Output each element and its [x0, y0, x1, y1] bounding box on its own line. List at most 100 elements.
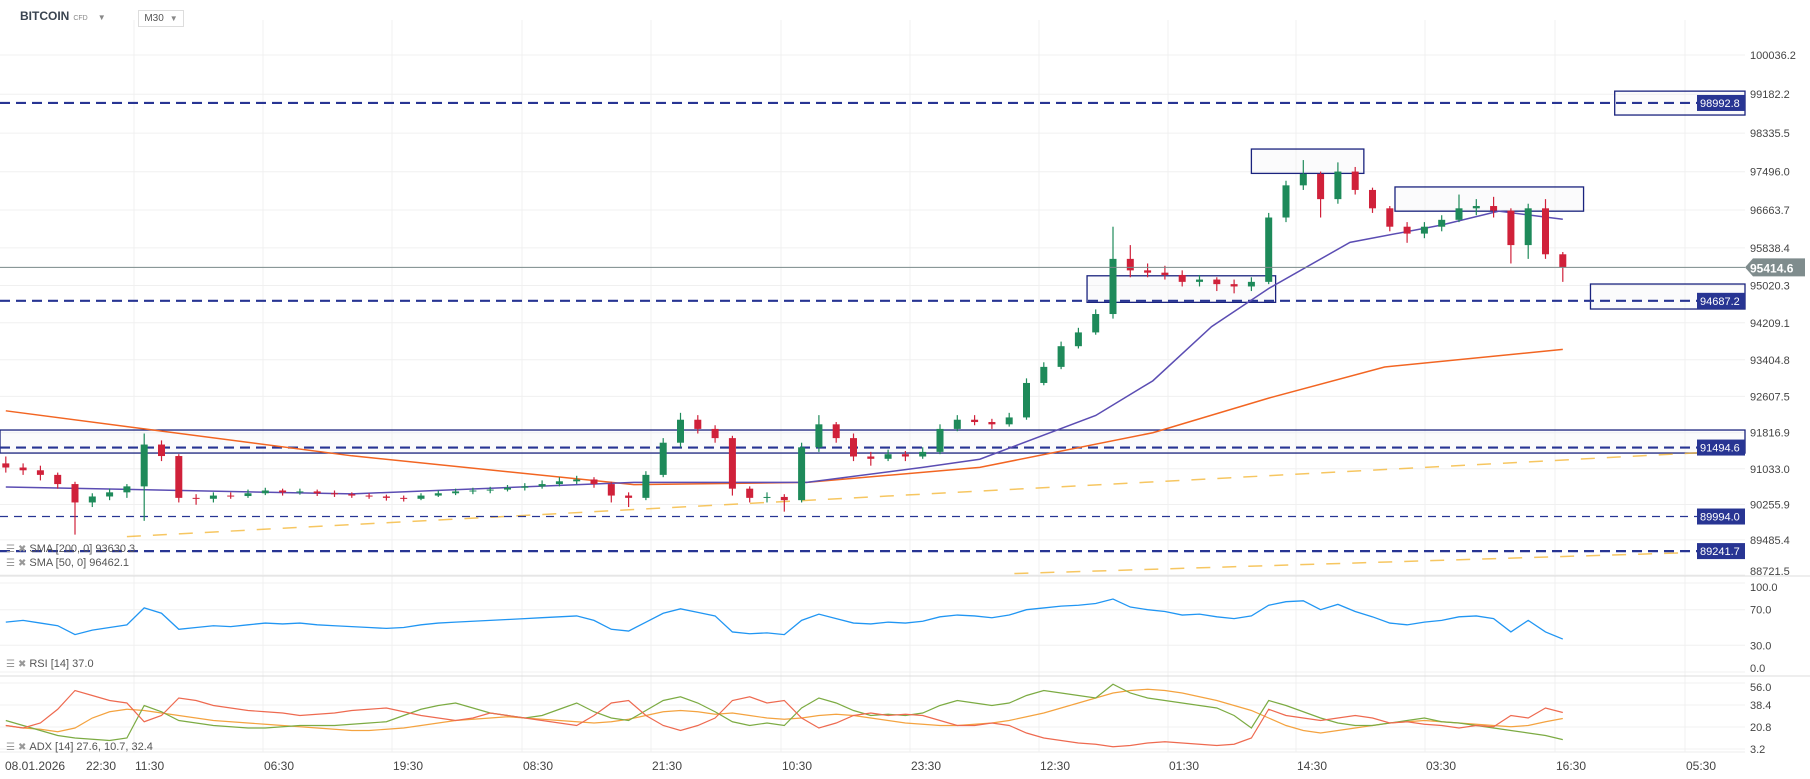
- candle: [728, 435, 736, 496]
- candle-body: [244, 493, 252, 497]
- candle-body: [1369, 189, 1376, 209]
- settings-icon[interactable]: ☰: [6, 557, 15, 569]
- candle-body: [209, 495, 217, 499]
- price-axis-label: 95020.3: [1750, 281, 1790, 293]
- candle: [1178, 270, 1186, 287]
- candle: [1057, 341, 1065, 370]
- rsi-axis-label: 30.0: [1750, 640, 1771, 652]
- candle: [642, 471, 650, 501]
- candle: [1074, 327, 1082, 349]
- candle-body: [711, 428, 719, 439]
- candle-body: [728, 438, 736, 489]
- close-icon[interactable]: ✖: [17, 543, 27, 555]
- settings-icon[interactable]: ☰: [6, 658, 15, 670]
- minus-di-line: [5, 689, 1563, 748]
- candle: [1109, 226, 1117, 319]
- time-axis-label: 11:30: [135, 759, 164, 773]
- candle: [746, 486, 754, 503]
- candle: [573, 475, 581, 485]
- settings-icon[interactable]: ☰: [6, 543, 15, 555]
- symbol-name: BITCOIN: [20, 9, 70, 23]
- timeframe-select[interactable]: M30 ▼: [138, 10, 184, 27]
- candle-body: [313, 491, 321, 494]
- candle-body: [867, 456, 875, 459]
- candle-body: [555, 481, 563, 485]
- candle-body: [1161, 272, 1169, 275]
- candle: [1265, 212, 1273, 285]
- settings-icon[interactable]: ☰: [6, 741, 15, 753]
- candle: [815, 415, 823, 452]
- candle: [36, 465, 44, 481]
- candle-body: [1351, 171, 1359, 190]
- price-level-label: 98992.8: [1700, 98, 1740, 110]
- candle: [521, 483, 529, 491]
- price-axis-label: 94209.1: [1750, 318, 1790, 330]
- price-axis-label: 98335.5: [1750, 128, 1790, 140]
- rsi-axis-label: 100.0: [1750, 582, 1778, 594]
- candle-body: [261, 490, 269, 494]
- candle-body: [919, 451, 927, 457]
- time-axis-label: 05:30: [1686, 759, 1716, 773]
- candle-body: [971, 419, 979, 423]
- candle: [106, 488, 114, 501]
- legend-rsi: ☰ ✖ RSI [14] 37.0: [6, 658, 94, 670]
- close-icon[interactable]: ✖: [17, 658, 27, 670]
- candle-body: [452, 491, 460, 494]
- candle: [936, 424, 944, 455]
- candle-body: [1109, 258, 1117, 315]
- candle: [901, 450, 909, 462]
- symbol-selector[interactable]: BITCOIN CFD ▼: [20, 9, 106, 23]
- candle-body: [1196, 279, 1203, 282]
- price-level-tag: [1697, 94, 1745, 111]
- candle: [244, 489, 252, 498]
- price-axis-label: 99182.2: [1750, 89, 1790, 101]
- candle: [1144, 263, 1152, 278]
- candle: [1040, 362, 1048, 386]
- candle-body: [71, 484, 79, 503]
- current-price-label: 95414.6: [1750, 261, 1794, 275]
- candle-body: [192, 497, 200, 499]
- candle-body: [331, 493, 338, 495]
- zone-rectangle: [0, 429, 1746, 454]
- candle-body: [625, 495, 633, 498]
- price-level-label: 89241.7: [1700, 546, 1740, 558]
- candle: [555, 477, 563, 487]
- candle: [158, 440, 165, 462]
- candle: [296, 488, 304, 495]
- candle-body: [1334, 171, 1342, 200]
- candle: [1386, 206, 1394, 232]
- candle: [348, 492, 356, 498]
- candle-body: [2, 463, 10, 468]
- time-axis-label: 08.01.2026: [5, 759, 65, 773]
- candle: [953, 415, 961, 432]
- candle: [1299, 160, 1307, 190]
- candle: [504, 484, 511, 492]
- candle-body: [88, 496, 96, 503]
- adx-axis-label: 20.8: [1750, 722, 1771, 734]
- candle-body: [659, 442, 667, 475]
- chevron-down-icon: ▼: [169, 14, 178, 23]
- close-icon[interactable]: ✖: [17, 741, 27, 753]
- time-axis-label: 01:30: [1169, 759, 1199, 773]
- candle-body: [106, 492, 114, 497]
- candle: [331, 490, 338, 497]
- candle-body: [1230, 284, 1238, 287]
- timeframe-value: M30: [144, 13, 164, 24]
- candle-body: [1299, 173, 1307, 186]
- candle: [780, 494, 788, 512]
- price-axis-label: 91033.0: [1750, 464, 1790, 476]
- candle-body: [1490, 206, 1498, 211]
- candle: [607, 481, 615, 503]
- candle: [971, 415, 979, 426]
- candle-body: [1524, 208, 1532, 246]
- candle: [382, 494, 390, 501]
- candle: [1005, 412, 1013, 427]
- candle: [19, 463, 27, 475]
- candle: [625, 492, 633, 508]
- candle-body: [140, 444, 148, 487]
- close-icon[interactable]: ✖: [17, 557, 27, 569]
- adx-axis-label: 3.2: [1750, 744, 1765, 756]
- legend-sma200-text: SMA [200, 0] 93630.3: [29, 543, 136, 555]
- legend-sma50: ☰ ✖ SMA [50, 0] 96462.1: [6, 557, 129, 569]
